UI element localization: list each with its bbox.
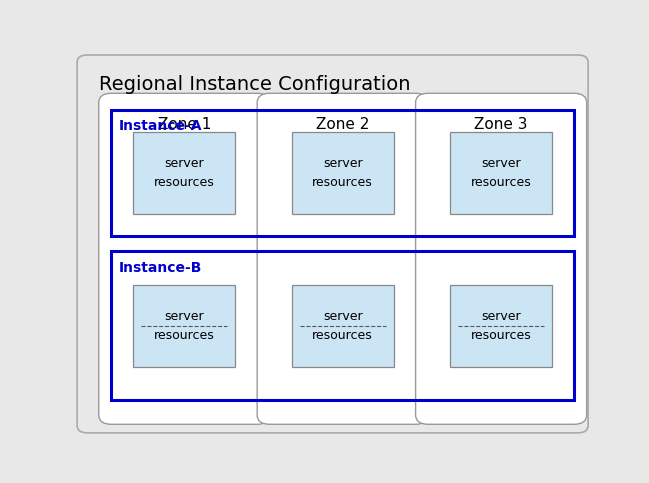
FancyBboxPatch shape	[77, 55, 588, 433]
Text: Zone 2: Zone 2	[316, 117, 369, 132]
FancyBboxPatch shape	[133, 285, 236, 367]
FancyBboxPatch shape	[291, 285, 394, 367]
Text: Zone 1: Zone 1	[158, 117, 211, 132]
FancyBboxPatch shape	[450, 132, 552, 214]
Text: server
resources: server resources	[154, 310, 215, 342]
FancyBboxPatch shape	[133, 132, 236, 214]
Text: Instance-A: Instance-A	[119, 119, 202, 133]
Text: server
resources: server resources	[312, 310, 373, 342]
Text: Regional Instance Configuration: Regional Instance Configuration	[99, 75, 410, 94]
Text: server
resources: server resources	[471, 157, 532, 189]
FancyBboxPatch shape	[257, 93, 428, 424]
FancyBboxPatch shape	[450, 285, 552, 367]
Text: server
resources: server resources	[312, 157, 373, 189]
Text: Zone 3: Zone 3	[474, 117, 528, 132]
Text: server
resources: server resources	[154, 157, 215, 189]
FancyBboxPatch shape	[99, 93, 270, 424]
Text: server
resources: server resources	[471, 310, 532, 342]
FancyBboxPatch shape	[415, 93, 587, 424]
FancyBboxPatch shape	[291, 132, 394, 214]
Text: Instance-B: Instance-B	[119, 261, 202, 275]
